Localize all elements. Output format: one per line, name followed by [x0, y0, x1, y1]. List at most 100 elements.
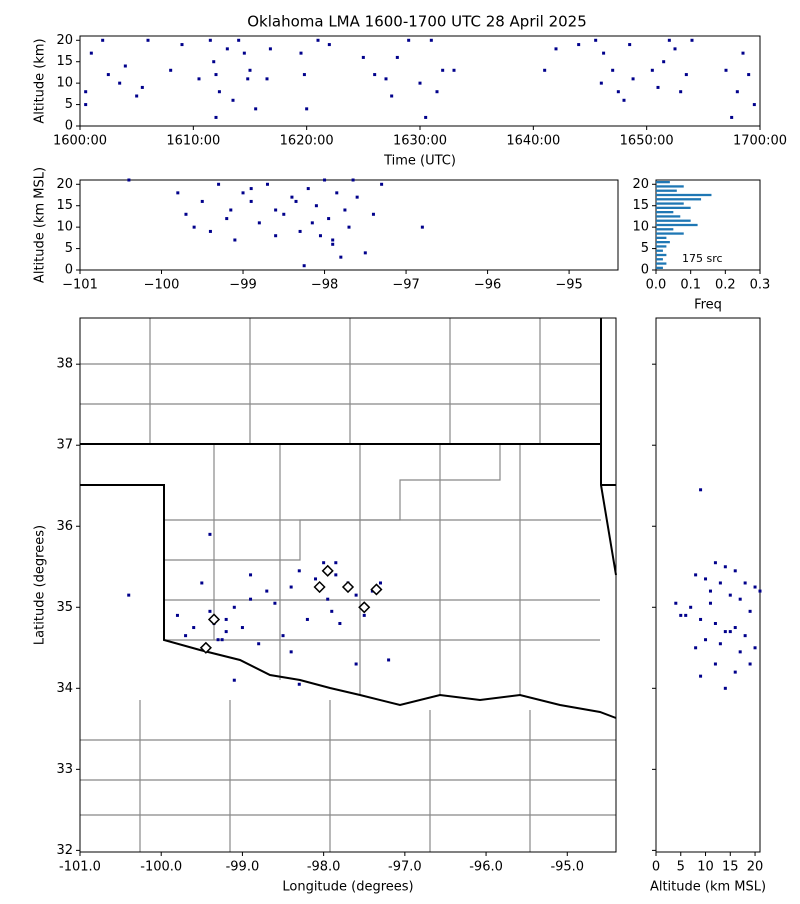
source-point [169, 68, 173, 72]
x-tick-label: 1620:00 [280, 134, 334, 149]
source-point [249, 187, 253, 191]
source-point [339, 255, 343, 259]
source-point [699, 488, 703, 492]
x-tick-label: 1640:00 [506, 134, 560, 149]
source-point [197, 77, 201, 81]
source-point [135, 94, 139, 98]
x-tick-label: 1610:00 [166, 134, 220, 149]
x-tick-label: 1650:00 [620, 134, 674, 149]
source-point [662, 60, 666, 64]
source-point [289, 650, 293, 654]
source-point [733, 569, 737, 573]
y-tick-label: 10 [56, 76, 73, 91]
source-point [338, 621, 342, 625]
hist-bar [656, 245, 667, 248]
y-axis-label: Latitude (degrees) [33, 525, 48, 645]
source-point [363, 251, 367, 255]
source-point [708, 601, 712, 605]
source-point [335, 191, 339, 195]
source-point [249, 573, 253, 577]
source-point [192, 225, 196, 229]
source-point [747, 73, 751, 77]
source-point [699, 617, 703, 621]
source-point [748, 662, 752, 666]
station [358, 601, 371, 614]
source-point [175, 613, 179, 617]
source-point [730, 115, 734, 119]
source-point [330, 609, 334, 613]
source-point [684, 613, 688, 617]
source-point [265, 77, 269, 81]
source-point [254, 107, 258, 111]
source-point [738, 597, 742, 601]
source-point [302, 264, 306, 268]
y-tick-label: 38 [56, 357, 73, 372]
hist-bar [656, 215, 681, 218]
source-point [240, 626, 244, 630]
y-axis-label: Altitude (km MSL) [33, 167, 48, 283]
source-point [297, 569, 301, 573]
source-point [208, 229, 212, 233]
x-tick-label: 5 [677, 860, 685, 875]
hist-bar [656, 189, 677, 192]
source-point [232, 605, 236, 609]
source-point [738, 650, 742, 654]
source-point [146, 38, 150, 42]
station [370, 583, 383, 596]
source-point [395, 55, 399, 59]
y-tick-label: 10 [56, 220, 73, 235]
source-point [354, 593, 358, 597]
source-point [622, 98, 626, 102]
source-point [297, 682, 301, 686]
source-point [200, 199, 204, 203]
source-point [118, 81, 122, 85]
hist-bar [656, 258, 663, 261]
source-point [694, 573, 698, 577]
source-point [232, 678, 236, 682]
source-point [708, 589, 712, 593]
source-point [208, 38, 212, 42]
source-point [724, 68, 728, 72]
source-point [616, 90, 620, 94]
source-point [429, 38, 433, 42]
source-point [347, 225, 351, 229]
source-point [224, 630, 228, 634]
hist-bar [656, 236, 667, 239]
source-point [257, 221, 261, 225]
source-point [733, 626, 737, 630]
source-point [704, 577, 708, 581]
source-point [441, 68, 445, 72]
source-point [723, 630, 727, 634]
source-point [684, 73, 688, 77]
source-point [650, 68, 654, 72]
source-point [217, 90, 221, 94]
source-point [673, 47, 677, 51]
hist-bar [656, 211, 674, 214]
source-point [305, 617, 309, 621]
source-point [231, 98, 235, 102]
x-axis-label: Longitude (degrees) [282, 880, 413, 895]
station [341, 580, 355, 594]
source-point [713, 662, 717, 666]
x-axis-label: Altitude (km MSL) [650, 880, 766, 895]
source-point [390, 94, 394, 98]
source-point [274, 208, 278, 212]
source-point [220, 638, 224, 642]
source-point [314, 204, 318, 208]
source-point [310, 221, 314, 225]
annotation: 175 src [682, 252, 723, 265]
hist-bar [656, 266, 663, 269]
x-tick-label: -98.0 [307, 860, 341, 875]
source-point [543, 68, 547, 72]
source-point [343, 208, 347, 212]
x-tick-label: 15 [722, 860, 739, 875]
source-point [200, 581, 204, 585]
y-tick-label: 37 [56, 438, 73, 453]
source-point [184, 212, 188, 216]
source-point [554, 47, 558, 51]
source-point [246, 77, 250, 81]
x-tick-label: 0.2 [715, 278, 736, 293]
x-tick-label: 10 [697, 860, 714, 875]
